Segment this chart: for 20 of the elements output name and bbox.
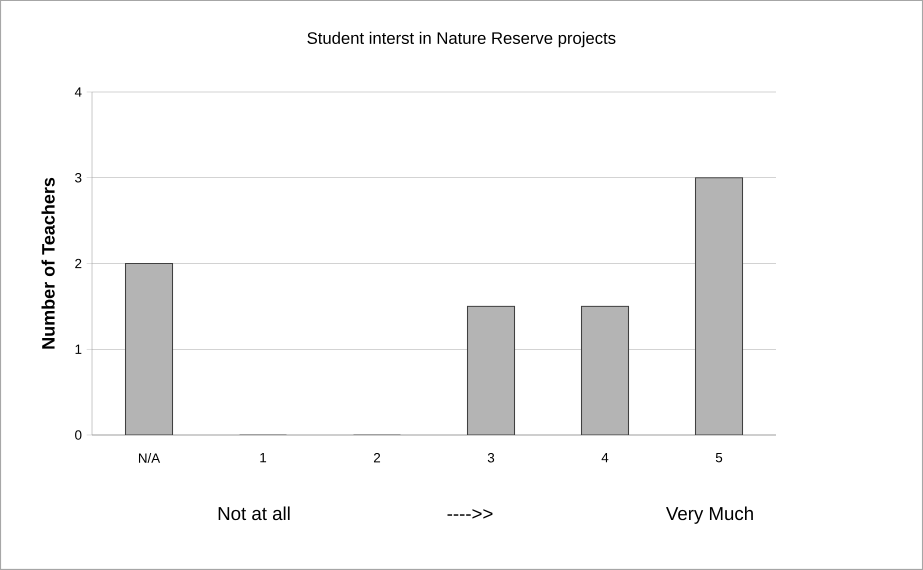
chart-title: Student interst in Nature Reserve projects [307,32,616,48]
bar [694,177,744,435]
y-tick-label: 2 [75,258,82,268]
text: ---->> [448,509,492,519]
y-tick-label: 0 [75,430,82,440]
bar [466,306,516,435]
x-tick-label: 4 [602,453,608,462]
x-tick-label: 3 [488,453,494,462]
bar [580,306,630,435]
bar [124,262,174,435]
x-tick-label: 1 [260,453,266,462]
x-tick-label: 5 [716,453,722,462]
x-tick-label: N/A [138,453,160,463]
text: Not at all [218,506,290,520]
text: Very Much [666,506,753,524]
y-tick-label: 1 [76,344,82,354]
y-tick-label: 3 [75,173,82,182]
y-tick-label: 4 [74,87,82,97]
x-tick-label: 2 [374,453,380,462]
y-axis-title: Number of Teachers [42,178,55,349]
